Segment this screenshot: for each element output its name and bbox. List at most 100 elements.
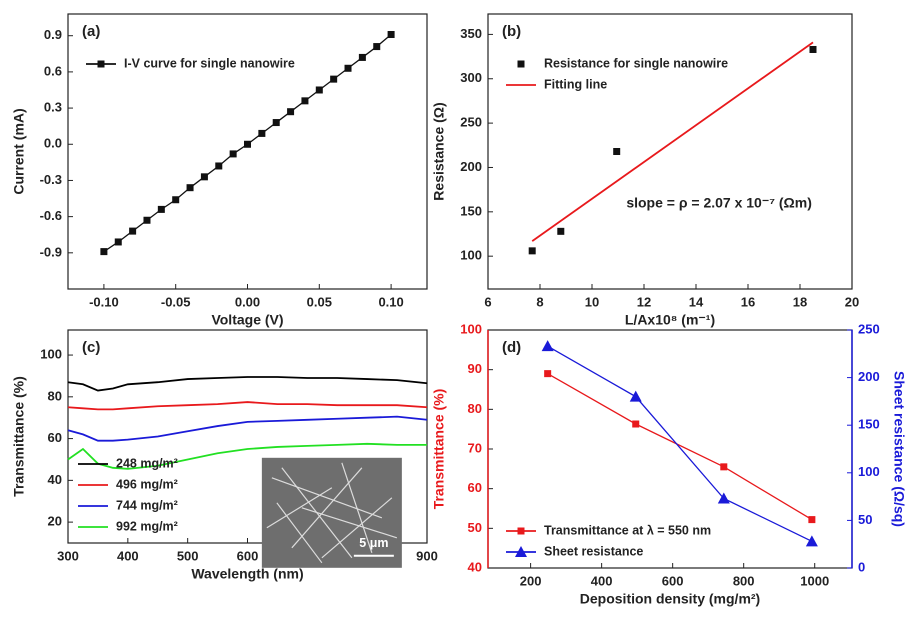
y2-tick-label: 50 <box>858 512 872 527</box>
y-tick-label: 50 <box>468 520 482 535</box>
data-point <box>613 148 621 155</box>
legend-label: Transmittance at λ = 550 nm <box>544 523 711 537</box>
x-tick-label: 600 <box>237 548 259 563</box>
x-axis-label: Wavelength (nm) <box>191 566 303 582</box>
x-tick-label: 0.00 <box>235 294 260 309</box>
data-point <box>808 516 816 524</box>
y-tick-label: 0.9 <box>44 27 62 42</box>
legend-label: I-V curve for single nanowire <box>124 56 295 70</box>
data-point <box>258 129 266 137</box>
data-point <box>720 463 728 471</box>
legend-marker <box>515 546 527 557</box>
data-point <box>809 45 817 53</box>
y-tick-label: -0.6 <box>40 208 62 223</box>
x-tick-label: 600 <box>662 573 684 588</box>
y-tick-label: 40 <box>468 559 482 574</box>
x-axis-label: L/Ax10⁸ (m⁻¹) <box>625 312 715 328</box>
nanowire <box>301 507 398 539</box>
x-tick-label: 1000 <box>800 573 829 588</box>
y-tick-label: 100 <box>460 248 482 263</box>
x-tick-label: 16 <box>741 294 755 309</box>
series-line <box>547 373 813 521</box>
data-point <box>557 227 565 235</box>
x-tick-label: 0.05 <box>307 294 332 309</box>
data-point <box>200 173 208 181</box>
x-tick-label: 0.10 <box>378 294 403 309</box>
plot-frame <box>487 13 853 290</box>
x-tick-label: 10 <box>585 294 599 309</box>
y2-tick-label: 100 <box>858 464 880 479</box>
plot-frame <box>67 13 428 290</box>
data-point <box>387 31 395 39</box>
y-axis-label: Current (mA) <box>11 108 27 194</box>
y-tick-label: 80 <box>48 388 62 403</box>
data-point <box>632 420 640 428</box>
x-axis-label: Voltage (V) <box>211 312 283 328</box>
x-tick-label: -0.05 <box>161 294 191 309</box>
y2-tick-label: 0 <box>858 559 865 574</box>
data-point <box>172 196 180 204</box>
data-point <box>244 140 251 148</box>
y2-axis-label: Sheet resistance (Ω/sq) <box>891 371 907 527</box>
x-tick-label: 400 <box>117 548 139 563</box>
x-tick-label: 300 <box>57 548 79 563</box>
data-point <box>114 238 122 246</box>
y-tick-label: 200 <box>460 159 482 174</box>
legend-label: Sheet resistance <box>544 544 643 558</box>
y-tick-label: 60 <box>48 430 62 445</box>
legend-label: 744 mg/m² <box>116 498 178 512</box>
panel-label: (b) <box>502 23 521 40</box>
legend-label: Resistance for single nanowire <box>544 56 728 70</box>
x-tick-label: 14 <box>689 294 704 309</box>
data-point <box>272 119 280 127</box>
legend-label: 496 mg/m² <box>116 477 178 491</box>
legend-label: 248 mg/m² <box>116 456 178 470</box>
panel-label: (c) <box>82 339 100 356</box>
panel-label: (a) <box>82 23 100 40</box>
panel-label: (d) <box>502 339 521 356</box>
nanowire <box>276 502 323 564</box>
y-tick-label: 20 <box>48 514 62 529</box>
x-tick-label: 20 <box>845 294 859 309</box>
y-axis-label: Transmittance (%) <box>11 376 27 497</box>
y-tick-label: 70 <box>468 440 482 455</box>
y-tick-label: 0.3 <box>44 100 62 115</box>
data-point <box>717 492 730 504</box>
nanowire <box>341 462 373 553</box>
y-tick-label: 90 <box>468 361 482 376</box>
x-axis-label: Deposition density (mg/m²) <box>580 591 760 607</box>
series-line <box>67 442 427 470</box>
data-point <box>330 75 338 83</box>
y-axis-label: Transmittance (%) <box>431 389 447 510</box>
y-axis-label: Resistance (Ω) <box>431 102 447 200</box>
data-point <box>344 64 352 72</box>
y-tick-label: 100 <box>40 346 62 361</box>
nanowire <box>266 487 333 529</box>
y-tick-label: 150 <box>460 203 482 218</box>
x-tick-label: 900 <box>416 548 438 563</box>
y-tick-label: 0.0 <box>44 136 62 151</box>
data-point <box>629 390 642 402</box>
y-tick-label: 40 <box>48 472 62 487</box>
data-point <box>544 370 552 378</box>
x-tick-label: 6 <box>484 294 491 309</box>
x-tick-label: 18 <box>793 294 807 309</box>
sem-inset <box>261 457 402 568</box>
data-point <box>528 247 536 255</box>
scale-label: 5 μm <box>359 536 388 550</box>
y-tick-label: 60 <box>468 480 482 495</box>
data-point <box>129 227 137 235</box>
y-tick-label: 300 <box>460 70 482 85</box>
data-point <box>373 43 381 51</box>
data-point <box>541 340 554 352</box>
legend-label: 992 mg/m² <box>116 519 178 533</box>
y-tick-label: 80 <box>468 401 482 416</box>
data-point <box>315 86 323 94</box>
y-tick-label: 250 <box>460 115 482 130</box>
data-point <box>358 53 366 61</box>
x-tick-label: 8 <box>536 294 543 309</box>
series-line <box>67 401 428 411</box>
nanowire <box>271 477 383 519</box>
legend-marker <box>97 60 105 68</box>
